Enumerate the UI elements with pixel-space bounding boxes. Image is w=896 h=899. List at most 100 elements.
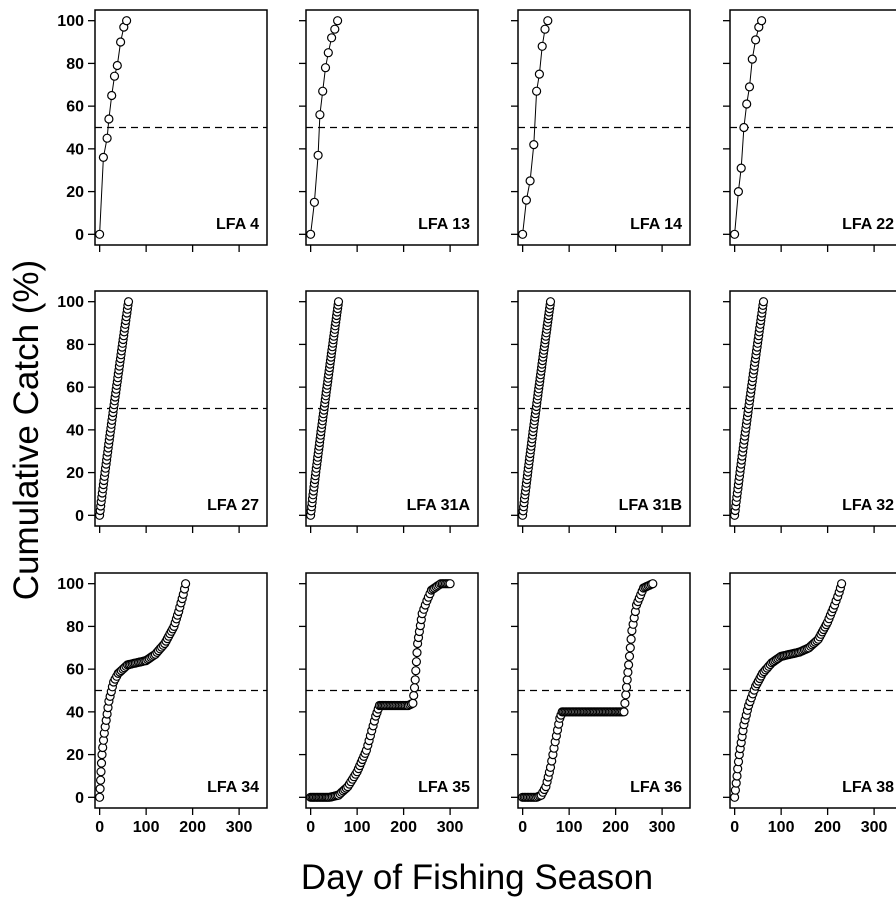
data-point: [622, 675, 632, 685]
data-point: [95, 784, 105, 794]
y-tick-label: 80: [66, 619, 84, 636]
data-point: [333, 16, 343, 26]
y-axis-label: Cumulative Catch (%): [7, 260, 46, 600]
panel-lfa-32: LFA 32: [723, 290, 896, 533]
data-point: [327, 33, 337, 43]
y-tick-label: 20: [66, 184, 84, 201]
data-point: [313, 150, 323, 160]
data-point: [320, 63, 331, 73]
data-point: [525, 176, 535, 186]
y-tick-label: 80: [66, 56, 84, 73]
y-tick-label: 40: [66, 422, 84, 439]
data-point: [95, 775, 106, 785]
data-point: [96, 767, 106, 777]
y-tick-label: 100: [57, 13, 84, 30]
panel-lfa-14: LFA 14: [511, 9, 691, 252]
panel-lfa-31a: LFA 31A: [299, 290, 479, 533]
x-tick-label: 100: [133, 819, 160, 836]
panel-lfa-34: 0 100 200 300 0 20 40 60 80 100 LFA 34: [57, 572, 268, 836]
data-point: [121, 16, 132, 26]
data-point: [529, 140, 539, 150]
x-axis-label: Day of Fishing Season: [301, 858, 653, 897]
y-tick-label: 20: [66, 747, 84, 764]
data-point: [537, 41, 547, 51]
panel-lfa-27: 0 20 40 60 80 100 LFA 27: [57, 290, 268, 533]
panel-lfa-22: LFA 22: [723, 9, 896, 252]
x-tick-label: 0: [306, 819, 315, 836]
data-point: [621, 690, 631, 700]
data-point: [758, 297, 769, 307]
data-point: [742, 99, 752, 109]
data-point: [315, 110, 325, 120]
data-point: [626, 634, 636, 644]
data-point: [620, 698, 630, 708]
y-tick-label: 80: [66, 337, 84, 354]
data-point: [411, 666, 421, 676]
panel-label: LFA 31A: [407, 497, 471, 514]
y-tick-label: 100: [57, 576, 84, 593]
x-tick-label: 300: [649, 819, 676, 836]
y-tick-label: 20: [66, 465, 84, 482]
data-point: [98, 152, 109, 162]
x-tick-label: 0: [730, 819, 739, 836]
data-point: [411, 657, 421, 667]
x-tick-label: 300: [861, 819, 888, 836]
data-point: [729, 229, 740, 239]
y-tick-label: 0: [75, 508, 84, 525]
data-point: [330, 24, 340, 34]
data-point: [621, 682, 632, 692]
data-point: [736, 163, 746, 173]
panel-label: LFA 38: [842, 779, 894, 796]
y-tick-label: 60: [66, 99, 84, 116]
panel-lfa-36: 0 100 200 300 LFA 36: [511, 572, 691, 836]
x-tick-label: 100: [768, 819, 795, 836]
data-point: [109, 71, 120, 81]
data-point: [744, 82, 755, 92]
panel-lfa-35: 0 100 200 300 LFA 35: [299, 572, 479, 836]
data-point: [96, 758, 107, 768]
panel-label: LFA 13: [418, 216, 470, 233]
panel-label: LFA 14: [630, 216, 682, 233]
panel-label: LFA 22: [842, 216, 894, 233]
data-point: [619, 707, 629, 717]
data-point: [756, 16, 767, 26]
panel-label: LFA 35: [418, 779, 470, 796]
data-point: [408, 698, 418, 708]
data-point: [521, 195, 532, 205]
data-point: [410, 675, 420, 685]
data-point: [534, 69, 545, 79]
data-point: [309, 197, 319, 207]
data-point: [94, 792, 105, 802]
panel-label: LFA 4: [216, 216, 259, 233]
data-point: [306, 229, 316, 239]
x-tick-label: 200: [179, 819, 206, 836]
data-point: [102, 133, 112, 143]
data-point: [623, 660, 634, 670]
x-tick-label: 0: [518, 819, 527, 836]
panel-lfa-31b: LFA 31B: [511, 290, 691, 533]
panel-label: LFA 34: [207, 779, 259, 796]
x-tick-label: 200: [390, 819, 417, 836]
data-point: [107, 90, 117, 101]
data-point: [409, 690, 419, 701]
x-tick-label: 0: [95, 819, 104, 836]
data-point: [94, 229, 105, 239]
x-tick-label: 200: [602, 819, 629, 836]
data-point: [115, 37, 126, 47]
panel-lfa-4: 0 20 40 60 80 100 LFA 4: [57, 9, 268, 252]
series-line: [99, 20, 128, 235]
data-point: [531, 86, 542, 96]
data-point: [739, 122, 749, 133]
data-point: [181, 579, 191, 589]
panel-grid: 0 20 40 60 80 100 LFA 4 LFA 13 LFA 14 LFA 22 0 20 40…: [57, 9, 896, 836]
panel-lfa-13: LFA 13: [299, 9, 479, 252]
data-point: [733, 187, 744, 197]
data-point: [623, 667, 633, 677]
panel-label: LFA 36: [630, 779, 682, 796]
data-point: [318, 86, 328, 96]
series-line: [734, 20, 763, 235]
panel-label: LFA 32: [842, 497, 894, 514]
data-point: [323, 48, 333, 58]
x-tick-label: 300: [226, 819, 253, 836]
